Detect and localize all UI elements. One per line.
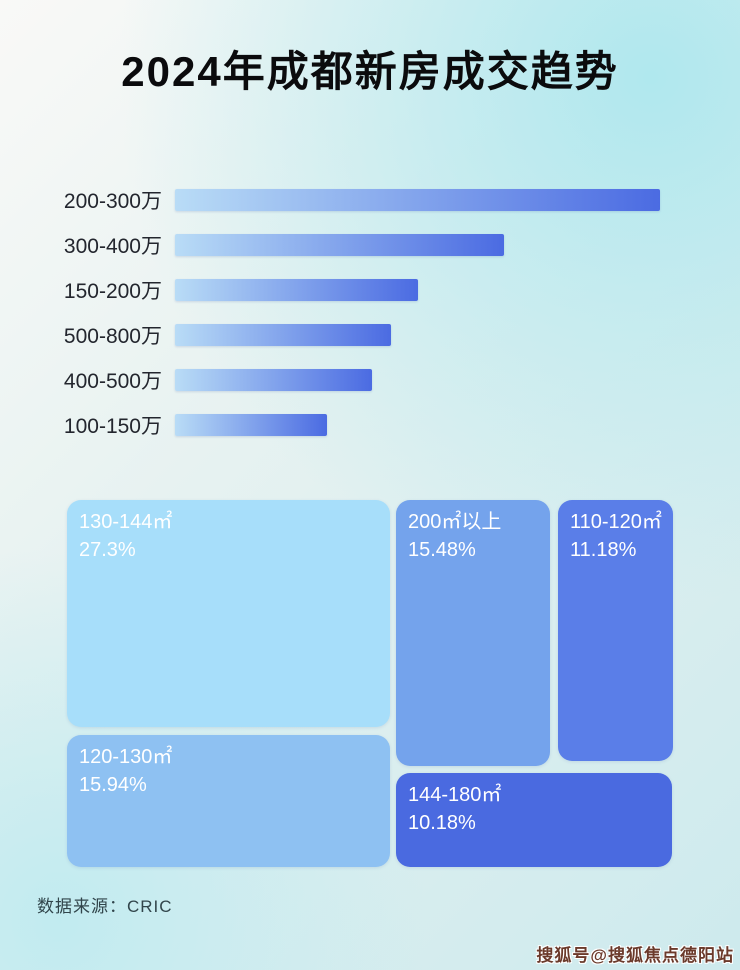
treemap-block-percent: 27.3% [79, 539, 136, 561]
bar-row: 300-400万 [0, 234, 740, 258]
bar-row: 150-200万 [0, 279, 740, 303]
treemap-block: 110-120㎡ 11.18% [558, 500, 673, 761]
bar-row: 400-500万 [0, 369, 740, 393]
bar [175, 189, 660, 211]
bar-row: 100-150万 [0, 414, 740, 438]
treemap-block-label: 200㎡以上 [408, 511, 502, 533]
bar [175, 279, 418, 301]
bar-category-label: 150-200万 [63, 280, 162, 303]
treemap-block: 120-130㎡ 15.94% [67, 735, 390, 867]
treemap-block-label: 144-180㎡ [408, 784, 502, 806]
area-segment-treemap: 130-144㎡ 27.3% 200㎡以上 15.48% 110-120㎡ 11.18% 1… [0, 500, 740, 867]
page-title: 2024年成都新房成交趋势 [121, 48, 619, 95]
bar [175, 234, 504, 256]
bar-category-label: 300-400万 [63, 235, 162, 258]
bar-category-label: 100-150万 [63, 415, 162, 438]
treemap-block-label: 110-120㎡ [570, 511, 662, 533]
treemap-block-label: 120-130㎡ [79, 746, 173, 768]
bar-category-label: 200-300万 [63, 190, 162, 213]
bar [175, 369, 372, 391]
bar-row: 200-300万 [0, 189, 740, 213]
price-segment-bar-chart: 200-300万 300-400万 150-200万 500-800万 400-500万… [0, 189, 740, 459]
watermark: 搜狐号@搜狐焦点德阳站 [536, 946, 734, 965]
treemap-block-label: 130-144㎡ [79, 511, 173, 533]
bar [175, 414, 327, 436]
treemap-block: 144-180㎡ 10.18% [396, 773, 672, 867]
treemap-block: 200㎡以上 15.48% [396, 500, 550, 766]
data-source-note: 数据来源：CRIC [37, 897, 173, 916]
treemap-block-percent: 10.18% [408, 812, 476, 834]
treemap-block: 130-144㎡ 27.3% [67, 500, 390, 727]
treemap-block-percent: 15.94% [79, 774, 147, 796]
treemap-block-percent: 11.18% [570, 539, 637, 561]
bar-row: 500-800万 [0, 324, 740, 348]
bar-category-label: 400-500万 [63, 370, 162, 393]
bar-category-label: 500-800万 [63, 325, 162, 348]
bar [175, 324, 391, 346]
treemap-block-percent: 15.48% [408, 539, 476, 561]
